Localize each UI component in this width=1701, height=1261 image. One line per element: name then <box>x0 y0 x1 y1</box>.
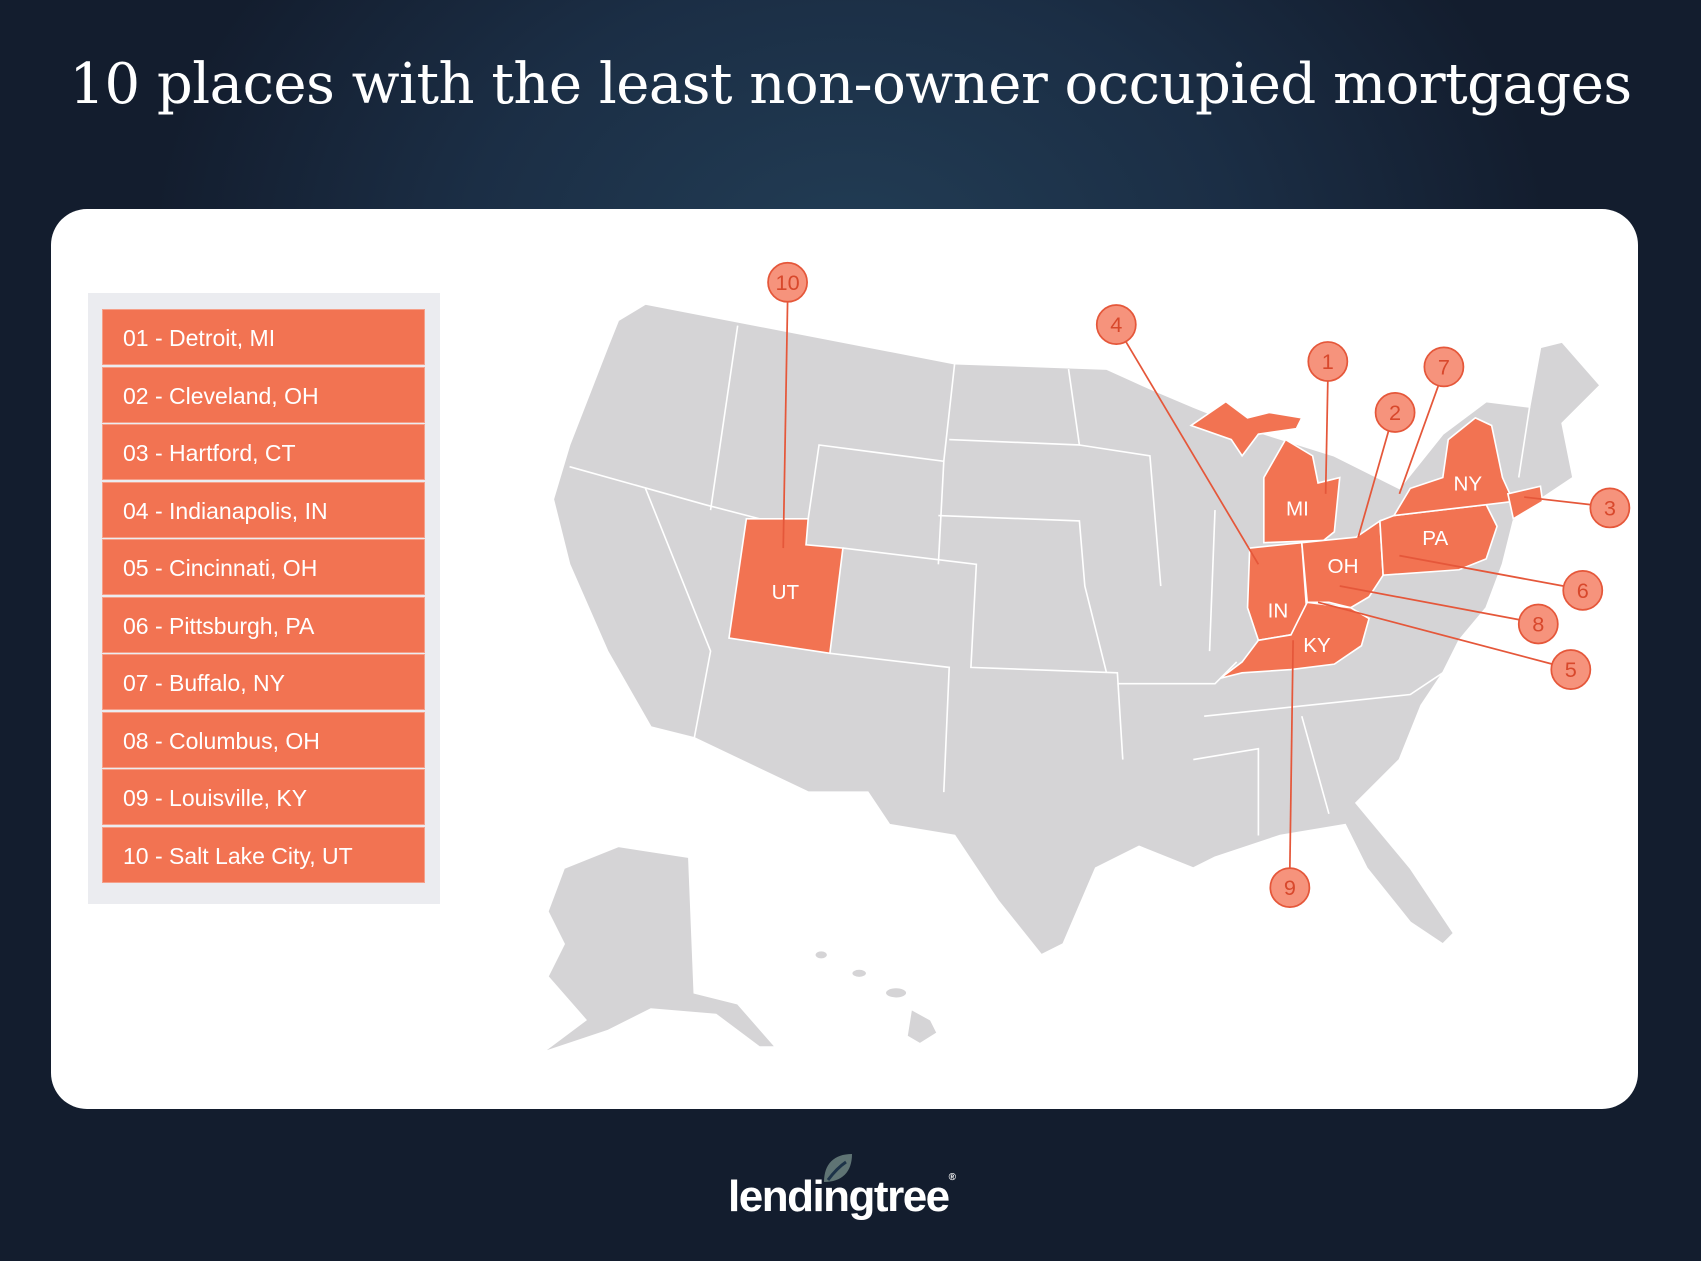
callout-1 <box>1307 341 1349 382</box>
callout-number: 6 <box>1577 578 1589 603</box>
callout-number: 9 <box>1284 875 1296 900</box>
callout-6 <box>1562 569 1604 611</box>
callout-number: 5 <box>1565 657 1577 682</box>
us-mainland <box>552 303 1602 956</box>
callout-10 <box>767 261 808 303</box>
state-label-ut: UT <box>772 581 800 604</box>
hawaii <box>813 949 829 961</box>
callout-number: 8 <box>1532 612 1544 637</box>
list-item: 08 - Columbus, OH <box>102 712 425 768</box>
callout-2 <box>1374 392 1416 433</box>
list-item: 07 - Buffalo, NY <box>102 654 425 710</box>
list-item: 09 - Louisville, KY <box>102 769 425 825</box>
state-mi-upper <box>1189 400 1304 458</box>
state-ct <box>1506 485 1544 521</box>
callout-5 <box>1550 649 1592 690</box>
callout-number: 1 <box>1322 349 1334 374</box>
state-label-in: IN <box>1268 599 1289 622</box>
logo-text: lendingtree® <box>728 1172 956 1222</box>
logo-wordmark: lendingtree <box>728 1172 950 1221</box>
callout-number: 10 <box>776 270 800 295</box>
list-item: 06 - Pittsburgh, PA <box>102 597 425 653</box>
list-item: 04 - Indianapolis, IN <box>102 482 425 538</box>
list-item: 01 - Detroit, MI <box>102 309 425 365</box>
list-item: 05 - Cincinnati, OH <box>102 539 425 595</box>
callout-9 <box>1269 867 1311 908</box>
registered-mark: ® <box>948 1172 956 1183</box>
state-ny <box>1392 416 1515 517</box>
alaska <box>541 845 778 1054</box>
callout-number: 2 <box>1389 400 1401 425</box>
hawaii <box>850 968 868 979</box>
hawaii <box>884 986 908 1000</box>
callout-7 <box>1423 346 1465 388</box>
callout-number: 7 <box>1438 354 1450 379</box>
leaf-icon <box>824 1154 852 1182</box>
callout-number: 4 <box>1110 312 1122 337</box>
state-label-ny: NY <box>1453 473 1482 496</box>
callout-3 <box>1589 487 1631 529</box>
hawaii <box>906 1007 939 1045</box>
callout-number: 3 <box>1604 496 1616 521</box>
state-ut <box>728 517 844 655</box>
state-label-pa: PA <box>1422 527 1448 550</box>
callout-8 <box>1517 603 1559 645</box>
ranking-list: 01 - Detroit, MI 02 - Cleveland, OH 03 -… <box>88 293 440 904</box>
list-item: 10 - Salt Lake City, UT <box>102 827 425 883</box>
page-title: 10 places with the least non-owner occup… <box>69 52 1632 117</box>
state-label-oh: OH <box>1328 555 1359 578</box>
list-item: 03 - Hartford, CT <box>102 424 425 480</box>
state-label-ky: KY <box>1303 634 1331 657</box>
list-item: 02 - Cleveland, OH <box>102 367 425 423</box>
state-mi <box>1263 438 1341 544</box>
state-borders <box>569 325 1531 836</box>
state-label-mi: MI <box>1286 498 1309 521</box>
callout-4 <box>1095 304 1137 345</box>
lendingtree-logo: lendingtree® <box>720 1150 980 1230</box>
